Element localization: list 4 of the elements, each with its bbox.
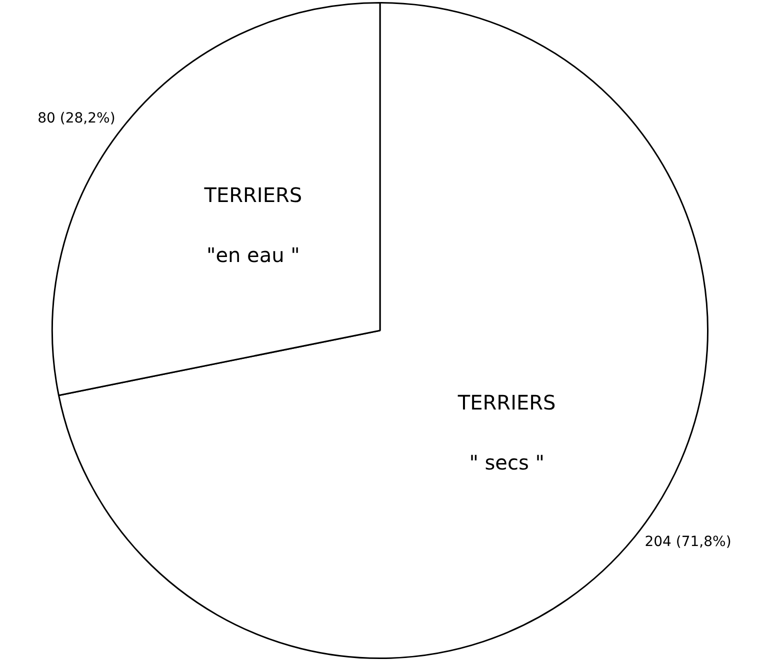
data-label: 80 (28,2%) bbox=[38, 110, 116, 126]
category-label: TERRIERS " secs " bbox=[458, 390, 556, 474]
data-label: 204 (71,8%) bbox=[644, 534, 732, 550]
category-label: TERRIERS "en eau " bbox=[204, 182, 302, 267]
